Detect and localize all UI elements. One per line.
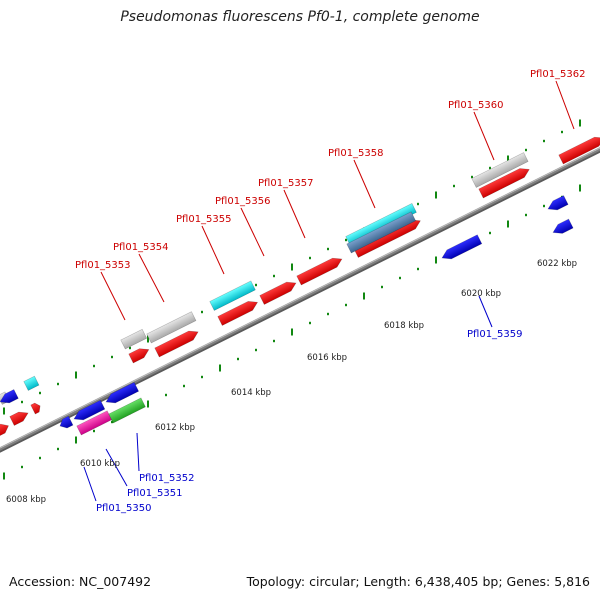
coordinate-label: 6022 kbp <box>537 259 577 269</box>
callout-line <box>478 295 493 328</box>
coordinate-label: 6010 kbp <box>80 459 120 469</box>
gene-red-fwd[interactable] <box>154 327 201 358</box>
gene-label-reverse[interactable]: Pfl01_5359 <box>467 329 523 340</box>
gene-blue-rev[interactable] <box>72 399 106 423</box>
gene-blue-rev[interactable] <box>440 234 483 263</box>
coordinate-label: 6020 kbp <box>461 289 501 299</box>
gene-features <box>0 134 600 437</box>
gene-label-forward[interactable]: Pfl01_5355 <box>176 214 232 225</box>
gene-steel[interactable] <box>346 211 417 254</box>
backbone-highlight <box>0 147 600 449</box>
coordinate-label: 6012 kbp <box>155 423 195 433</box>
gene-red-fwd[interactable] <box>217 298 260 326</box>
gene-cyan[interactable] <box>23 375 40 391</box>
gene-red-fwd[interactable] <box>9 408 31 426</box>
callout-line <box>283 189 306 239</box>
callout-line <box>105 448 128 487</box>
gene-label-forward[interactable]: Pfl01_5354 <box>113 242 169 253</box>
genome-title: Pseudomonas fluorescens Pf0-1, complete … <box>120 9 480 25</box>
callout-line <box>138 253 165 303</box>
callout-line <box>473 111 495 161</box>
coordinate-label: 6014 kbp <box>231 388 271 398</box>
gene-label-forward[interactable]: Pfl01_5357 <box>258 178 314 189</box>
gene-green[interactable] <box>108 397 146 424</box>
callout-line <box>353 159 376 209</box>
backbone-line <box>0 147 600 451</box>
gene-red-fwd[interactable] <box>30 401 43 415</box>
coordinate-label: 6018 kbp <box>384 321 424 331</box>
gene-red-fwd[interactable] <box>259 279 298 305</box>
gene-red-fwd[interactable] <box>478 165 532 199</box>
gene-red-fwd[interactable] <box>128 345 151 364</box>
gene-label-forward[interactable]: Pfl01_5362 <box>530 69 586 80</box>
gene-red-fwd[interactable] <box>296 255 344 286</box>
gene-label-forward[interactable]: Pfl01_5353 <box>75 260 131 271</box>
gene-blue-rev[interactable] <box>551 218 574 237</box>
accession-text: Accession: NC_007492 <box>9 574 152 589</box>
gene-cyan[interactable] <box>345 203 417 246</box>
callout-line <box>100 271 126 321</box>
callout-line <box>83 466 97 502</box>
callout-line <box>136 432 140 472</box>
gene-label-reverse[interactable]: Pfl01_5351 <box>127 488 183 499</box>
gene-red-fwd[interactable] <box>0 421 11 437</box>
gene-blue-rev[interactable] <box>0 389 19 406</box>
gene-blue-rev[interactable] <box>58 415 74 430</box>
callout-line <box>240 207 265 257</box>
gene-label-reverse[interactable]: Pfl01_5350 <box>96 503 152 514</box>
gene-label-forward[interactable]: Pfl01_5358 <box>328 148 384 159</box>
gene-label-forward[interactable]: Pfl01_5360 <box>448 100 504 111</box>
gene-callouts: Pfl01_5353 Pfl01_5354 Pfl01_5355 Pfl01_5356… <box>75 69 586 514</box>
gene-red-fwd[interactable] <box>558 134 600 165</box>
coordinate-labels: 6008 kbp 6010 kbp 6012 kbp 6014 kbp 6016 kbp… <box>6 259 577 505</box>
gene-gray[interactable] <box>120 328 148 350</box>
callout-line <box>555 80 575 130</box>
coordinate-label: 6008 kbp <box>6 495 46 505</box>
gene-gray[interactable] <box>471 152 529 188</box>
gene-label-reverse[interactable]: Pfl01_5352 <box>139 473 195 484</box>
gene-blue-rev[interactable] <box>104 381 140 406</box>
callout-line <box>201 225 225 275</box>
gene-blue-rev[interactable] <box>546 195 569 214</box>
coordinate-label: 6016 kbp <box>307 353 347 363</box>
gene-cyan[interactable] <box>209 280 256 311</box>
genome-summary-text: Topology: circular; Length: 6,438,405 bp… <box>246 574 590 589</box>
gene-label-forward[interactable]: Pfl01_5356 <box>215 196 271 207</box>
genome-backbone <box>0 147 600 453</box>
gene-gray[interactable] <box>146 311 197 344</box>
